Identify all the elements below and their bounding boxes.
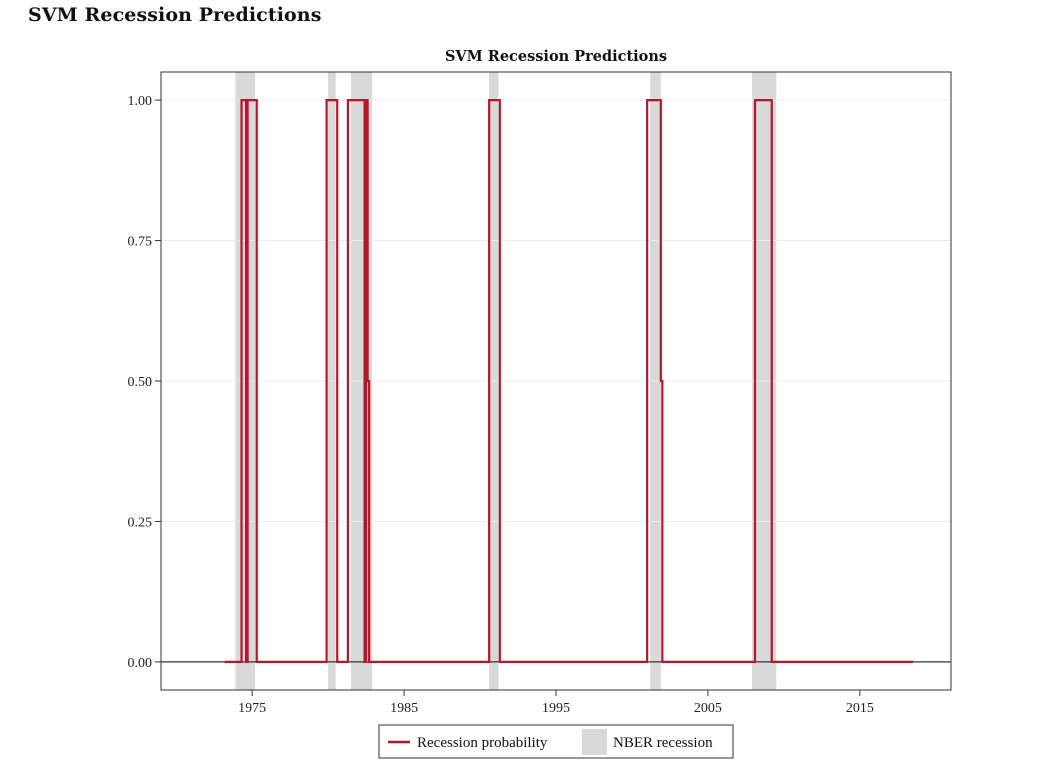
x-tick-label-3: 2005 (694, 701, 722, 716)
y-tick-label-3: 0.75 (128, 235, 153, 250)
legend-label-nber: NBER recession (613, 735, 713, 751)
gridlines (161, 99, 951, 522)
x-tick-label-4: 2015 (846, 701, 874, 716)
page-heading: SVM Recession Predictions (28, 4, 322, 26)
y-tick-label-0: 0.00 (128, 656, 153, 671)
y-tick-label-1: 0.25 (128, 515, 153, 530)
series-line-recession-probability (224, 98, 914, 664)
x-tick-label-2: 1995 (542, 701, 570, 716)
x-tick-label-0: 1975 (238, 701, 266, 716)
y-tick-label-4: 1.00 (128, 94, 153, 109)
x-tick-label-1: 1985 (390, 701, 418, 716)
chart-title: SVM Recession Predictions (445, 48, 667, 65)
y-axis: 0.00 0.25 0.50 0.75 1.00 (128, 94, 161, 671)
legend-label-probability: Recession probability (417, 735, 548, 751)
legend-swatch-band (582, 729, 607, 755)
x-axis: 1975 1985 1995 2005 2015 (238, 690, 874, 716)
legend: Recession probability NBER recession (378, 724, 734, 759)
y-tick-label-2: 0.50 (128, 375, 153, 390)
legend-box (378, 724, 734, 759)
